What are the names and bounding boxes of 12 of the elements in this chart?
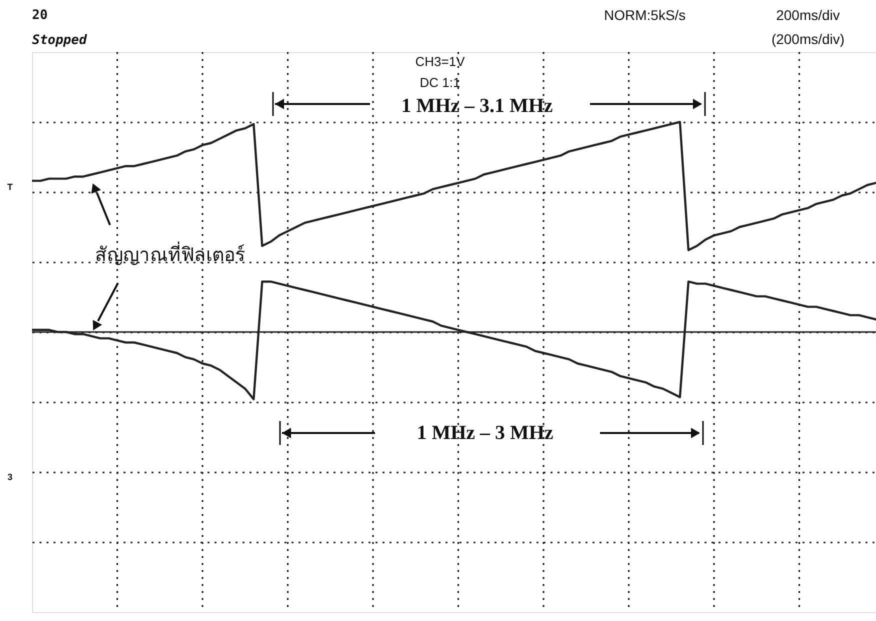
text: 1 MHz – 3.1 MHz <box>401 95 553 117</box>
text: 200ms/div <box>776 7 840 23</box>
text: 20 <box>32 8 48 23</box>
text: (200ms/div) <box>771 31 845 47</box>
text: 1 MHz – 3 MHz <box>416 422 554 444</box>
text: 3 <box>7 472 13 482</box>
text: NORM:5kS/s <box>604 7 686 23</box>
annotation: สัญญาณที่ฟิลเตอร์ <box>95 241 245 266</box>
text: T <box>7 182 14 192</box>
text: CH3=1V <box>415 54 466 69</box>
text: Stopped <box>32 33 88 48</box>
text: DC 1:1 <box>420 75 460 90</box>
